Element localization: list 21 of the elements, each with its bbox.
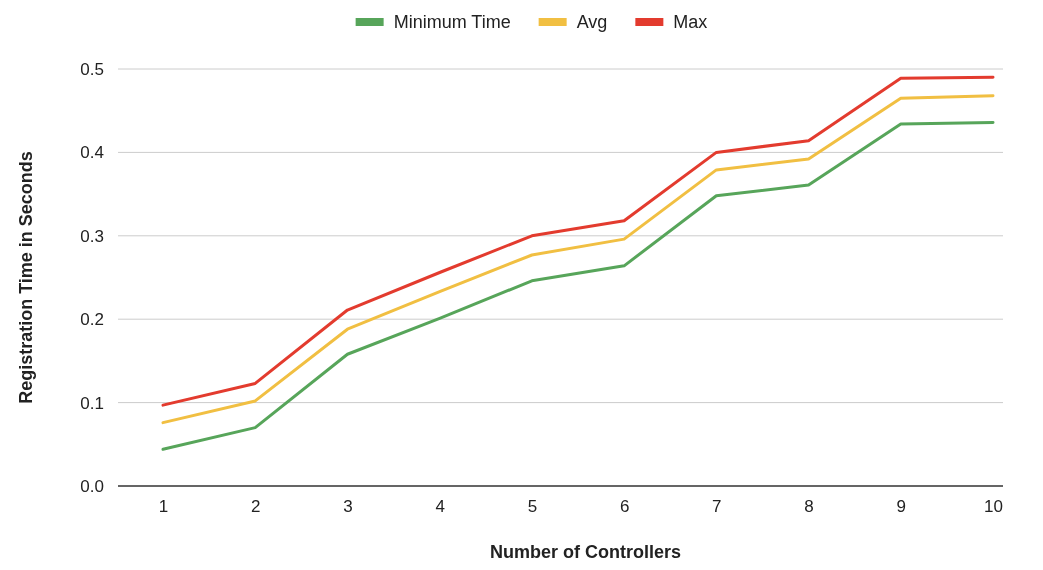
x-tick-label: 7	[712, 497, 722, 517]
y-tick-label: 0.4	[80, 143, 104, 163]
x-tick-label: 9	[896, 497, 907, 517]
x-tick-label: 4	[435, 497, 445, 517]
x-tick-label: 6	[619, 497, 630, 517]
y-tick-label: 0.1	[80, 393, 104, 413]
legend-label: Minimum Time	[393, 12, 511, 32]
y-tick-label: 0.5	[80, 59, 104, 79]
x-tick-label: 1	[158, 497, 169, 517]
y-tick-label: 0.2	[80, 310, 104, 330]
x-tick-label: 5	[527, 497, 538, 517]
x-tick-label: 3	[343, 497, 353, 517]
x-tick-label: 10	[984, 497, 1003, 517]
y-tick-label: 0.0	[80, 476, 104, 496]
x-tick-label: 8	[804, 497, 814, 517]
y-axis-title: Registration Time in Seconds	[16, 151, 36, 404]
legend-label: Avg	[576, 12, 608, 32]
legend-label: Max	[673, 12, 708, 32]
x-tick-label: 2	[250, 497, 261, 517]
y-tick-label: 0.3	[80, 226, 104, 246]
x-axis-title: Number of Controllers	[489, 542, 682, 562]
